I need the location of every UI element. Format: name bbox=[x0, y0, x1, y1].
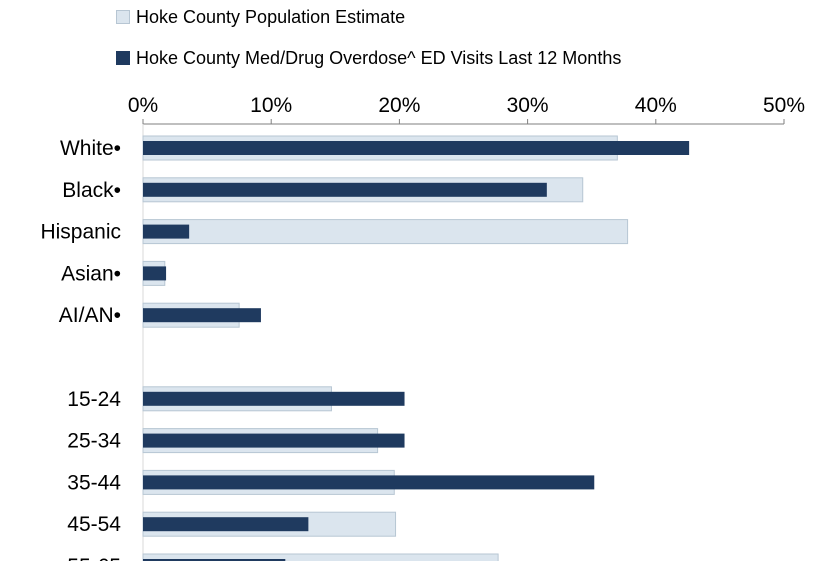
category-label: 55-65 bbox=[67, 555, 121, 561]
category-label: 35-44 bbox=[67, 471, 121, 494]
bar-overdose bbox=[143, 141, 690, 155]
legend-label-population: Hoke County Population Estimate bbox=[136, 6, 406, 27]
category-label: 25-34 bbox=[67, 430, 121, 453]
x-tick-label: 0% bbox=[128, 94, 158, 117]
legend-label-overdose: Hoke County Med/Drug Overdose^ ED Visits… bbox=[136, 47, 622, 68]
bar-overdose bbox=[143, 224, 190, 239]
bar-population bbox=[142, 553, 499, 561]
legend-swatch-population bbox=[116, 10, 130, 24]
x-tick-label: 30% bbox=[507, 94, 549, 117]
bar-overdose bbox=[143, 559, 286, 561]
legend: Hoke County Population Estimate Hoke Cou… bbox=[116, 4, 621, 86]
x-tick-label: 20% bbox=[378, 94, 420, 117]
bar-population bbox=[142, 219, 629, 245]
bar-overdose bbox=[143, 182, 547, 197]
x-tick-label: 50% bbox=[763, 94, 805, 117]
bar-overdose bbox=[143, 433, 405, 448]
bar-overdose bbox=[143, 517, 309, 532]
x-tick-label: 10% bbox=[250, 94, 292, 117]
bar-overdose bbox=[143, 266, 167, 281]
bar-overdose bbox=[143, 308, 261, 323]
bar-overdose bbox=[143, 475, 595, 490]
bar-overdose bbox=[143, 391, 405, 406]
category-label: Hispanic bbox=[40, 221, 121, 244]
legend-item-population: Hoke County Population Estimate bbox=[116, 4, 621, 30]
category-label: Asian• bbox=[61, 262, 121, 285]
category-label: 45-54 bbox=[67, 513, 121, 536]
legend-swatch-overdose bbox=[116, 51, 130, 65]
legend-item-overdose: Hoke County Med/Drug Overdose^ ED Visits… bbox=[116, 45, 621, 71]
category-label: 15-24 bbox=[67, 388, 121, 411]
category-label: AI/AN• bbox=[59, 304, 121, 327]
category-label: White• bbox=[60, 137, 121, 160]
x-tick-label: 40% bbox=[635, 94, 677, 117]
category-label: Black• bbox=[62, 179, 121, 202]
